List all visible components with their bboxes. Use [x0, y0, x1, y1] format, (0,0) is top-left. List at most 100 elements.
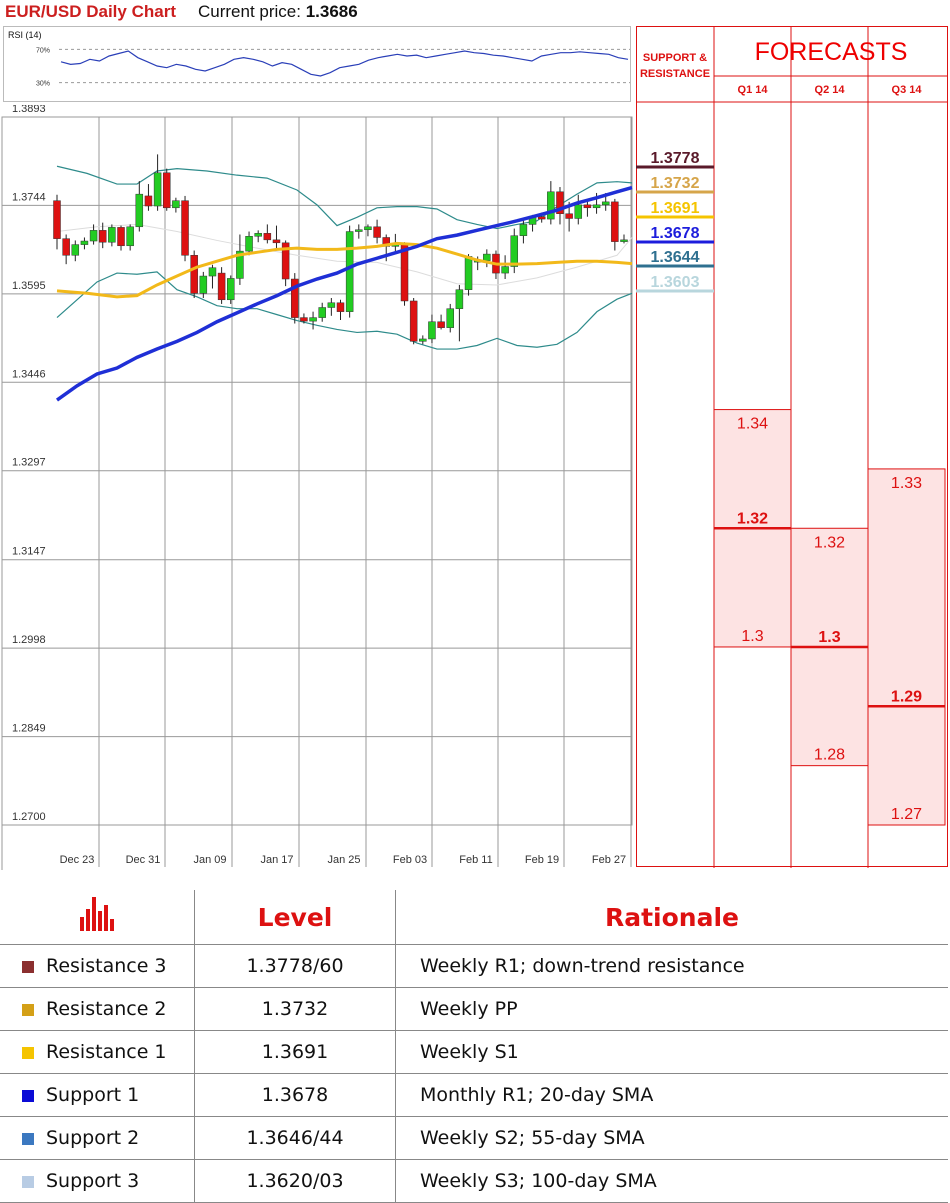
y-tick-label: 1.2700	[12, 811, 46, 823]
candle-body	[135, 193, 144, 228]
forecast-range	[867, 468, 946, 826]
x-tick-label: Dec 23	[60, 854, 95, 866]
candle-body	[71, 244, 80, 256]
candle-body	[62, 238, 70, 256]
candle-body	[263, 233, 272, 241]
level-header: Level	[194, 890, 396, 945]
candle-body	[217, 272, 226, 301]
table-row: Resistance 1 1.3691 Weekly S1	[0, 1030, 948, 1074]
candle-body	[364, 226, 372, 231]
candle-body	[455, 289, 464, 309]
candle-body	[208, 267, 217, 277]
candle-body	[309, 317, 317, 322]
color-swatch	[22, 960, 34, 973]
bollinger-lower	[56, 271, 633, 350]
y-tick-label: 1.3446	[12, 368, 46, 380]
table-row: Support 3 1.3620/03 Weekly S3; 100-day SMA	[0, 1159, 948, 1203]
candle-body	[537, 216, 546, 220]
level-value: 1.3732	[194, 987, 396, 1031]
candle-body	[373, 226, 381, 238]
rsi-panel: RSI (14) 70% 30%	[3, 26, 631, 102]
candle-body	[419, 338, 427, 342]
forecast-low-label: 1.28	[814, 747, 845, 764]
current-price-value: 1.3686	[305, 2, 358, 21]
x-tick-label: Dec 31	[126, 854, 161, 866]
x-tick-label: Feb 19	[525, 854, 559, 866]
candle-body	[236, 250, 244, 279]
color-swatch	[22, 1046, 34, 1059]
forecast-high-label: 1.32	[814, 534, 845, 551]
candle-body	[272, 239, 281, 244]
forecast-high-label: 1.33	[891, 475, 922, 492]
table-row: Support 1 1.3678 Monthly R1; 20-day SMA	[0, 1073, 948, 1117]
table-row: Resistance 2 1.3732 Weekly PP	[0, 987, 948, 1031]
candle-body	[620, 239, 628, 242]
sma-55-line	[56, 241, 633, 299]
candle-body	[583, 204, 592, 209]
bollinger-mid	[56, 223, 633, 286]
chart-header: EUR/USD Daily Chart Current price: 1.368…	[5, 0, 358, 24]
sr-header: SUPPORT &	[643, 52, 707, 64]
sr-level-label: 1.3644	[651, 249, 700, 266]
candle-body	[98, 230, 107, 243]
sma-200-line	[55, 185, 633, 402]
rsi-level-label: 30%	[36, 81, 50, 88]
level-rationale: Weekly S3; 100-day SMA	[395, 1159, 948, 1203]
level-rationale: Weekly S1	[395, 1030, 948, 1074]
candle-body	[53, 200, 61, 239]
levels-table-header: Level Rationale	[0, 890, 948, 945]
candle-body	[80, 240, 89, 245]
candle-body	[556, 191, 564, 214]
level-value: 1.3678	[194, 1073, 396, 1117]
candle-body	[181, 200, 189, 256]
candle-body	[318, 307, 326, 318]
candle-body	[162, 172, 171, 209]
candle-body	[153, 172, 162, 207]
level-rationale: Weekly S2; 55-day SMA	[395, 1116, 948, 1160]
candle-body	[227, 278, 235, 301]
level-value: 1.3620/03	[194, 1159, 396, 1203]
candle-body	[117, 227, 125, 247]
level-name: Resistance 2	[0, 987, 195, 1031]
candle-body	[245, 236, 253, 252]
y-tick-label: 1.3595	[12, 280, 46, 292]
level-name: Resistance 1	[0, 1030, 195, 1074]
levels-table: Level Rationale Resistance 3 1.3778/60 Wee…	[0, 890, 948, 1203]
level-value: 1.3646/44	[194, 1116, 396, 1160]
candle-body	[611, 201, 619, 242]
chart-bars-icon	[0, 890, 195, 945]
candle-body	[126, 226, 134, 247]
candle-body	[89, 230, 98, 242]
level-rationale: Monthly R1; 20-day SMA	[395, 1073, 948, 1117]
candle-body	[574, 204, 583, 219]
candle-body	[300, 317, 308, 322]
candle-body	[565, 213, 573, 219]
color-swatch	[22, 1089, 34, 1102]
table-row: Support 2 1.3646/44 Weekly S2; 55-day SMA	[0, 1116, 948, 1160]
rsi-label: RSI (14)	[8, 30, 42, 40]
level-rationale: Weekly PP	[395, 987, 948, 1031]
candle-body	[281, 242, 290, 280]
forecasts-title: FORECASTS	[755, 38, 908, 66]
y-tick-label: 1.3744	[12, 191, 46, 203]
candle-body	[501, 266, 509, 274]
color-swatch	[22, 1132, 34, 1145]
forecast-col-header: Q1 14	[738, 84, 769, 96]
sr-level-label: 1.3691	[651, 200, 700, 217]
price-chart: 1.3893 1.3744 1.3595 1.3446 1.3297 1.3147 1.29…	[1, 105, 633, 870]
sr-level-label: 1.3678	[651, 225, 700, 242]
y-tick-label: 1.2849	[12, 723, 46, 735]
color-swatch	[22, 1175, 34, 1188]
candle-body	[345, 231, 354, 312]
color-swatch	[22, 1003, 34, 1016]
candle-body	[446, 308, 454, 328]
candle-body	[190, 255, 198, 294]
candle-body	[144, 195, 153, 207]
candle-body	[428, 321, 436, 340]
level-name: Support 2	[0, 1116, 195, 1160]
rsi-plot: 70% 30%	[36, 47, 630, 88]
candle-body	[355, 229, 363, 232]
level-rationale: Weekly R1; down-trend resistance	[395, 944, 948, 988]
candle-body	[199, 275, 208, 294]
forecast-panel: FORECASTS SUPPORT & RESISTANCE Q1 14 Q2 14 Q3…	[636, 26, 948, 868]
